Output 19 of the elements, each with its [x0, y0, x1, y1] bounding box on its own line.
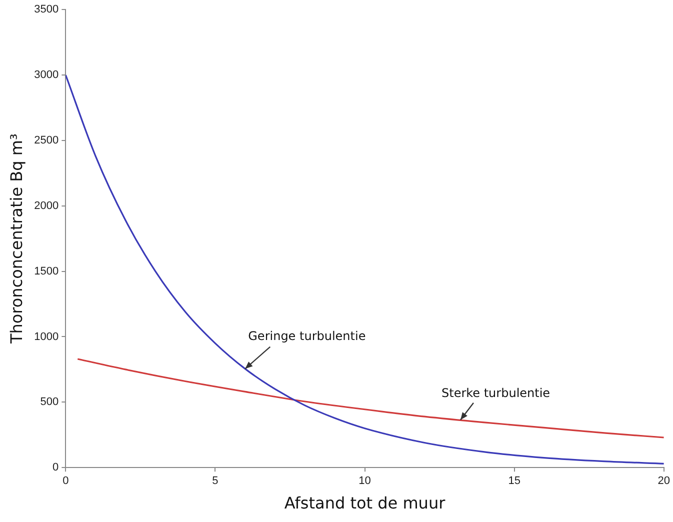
y-tick-label: 0 [52, 462, 59, 474]
line-series [76, 358, 664, 438]
annotation: Sterke turbulentie [441, 386, 550, 400]
y-tick-label: 1500 [34, 265, 59, 278]
y-tick-label: 3000 [34, 69, 59, 82]
y-tick-label: 3500 [34, 4, 59, 16]
y-tick-label: 500 [40, 396, 59, 408]
y-axis-title: Thoronconcentratie Bq m³ [6, 134, 26, 345]
x-tick-label: 0 [62, 475, 69, 488]
y-tick-label: 2000 [34, 200, 59, 212]
x-tick-label: 15 [508, 475, 520, 488]
line-series [66, 74, 664, 464]
x-axis-title: Afstand tot de muur [284, 494, 446, 513]
y-tick-label: 2500 [34, 134, 59, 146]
x-tick-label: 10 [358, 475, 371, 488]
x-tick-label: 5 [212, 475, 218, 488]
annotation: Geringe turbulentie [248, 328, 366, 343]
y-tick-label: 1000 [34, 330, 59, 343]
x-tick-label: 20 [658, 475, 670, 488]
